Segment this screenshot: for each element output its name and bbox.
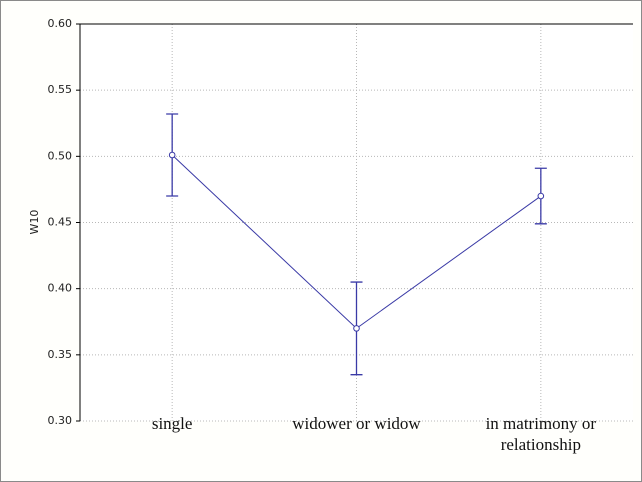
y-tick-label: 0.45: [48, 216, 73, 229]
point: [537, 192, 545, 200]
y-tick-label: 0.60: [48, 17, 73, 30]
y-tick-label: 0.55: [48, 83, 73, 96]
y-tick-label: 0.40: [48, 282, 73, 295]
y-axis-label: W10: [28, 210, 41, 235]
point: [168, 151, 176, 159]
point: [353, 325, 360, 332]
x-tick-label: widower or widow: [292, 414, 421, 433]
y-tick-label: 0.30: [48, 414, 73, 427]
x-tick-label: in matrimony or relationship: [485, 414, 597, 454]
y-tick-label: 0.35: [48, 348, 73, 361]
x-tick-label: single: [151, 414, 193, 433]
y-tick-label: 0.50: [48, 149, 73, 162]
